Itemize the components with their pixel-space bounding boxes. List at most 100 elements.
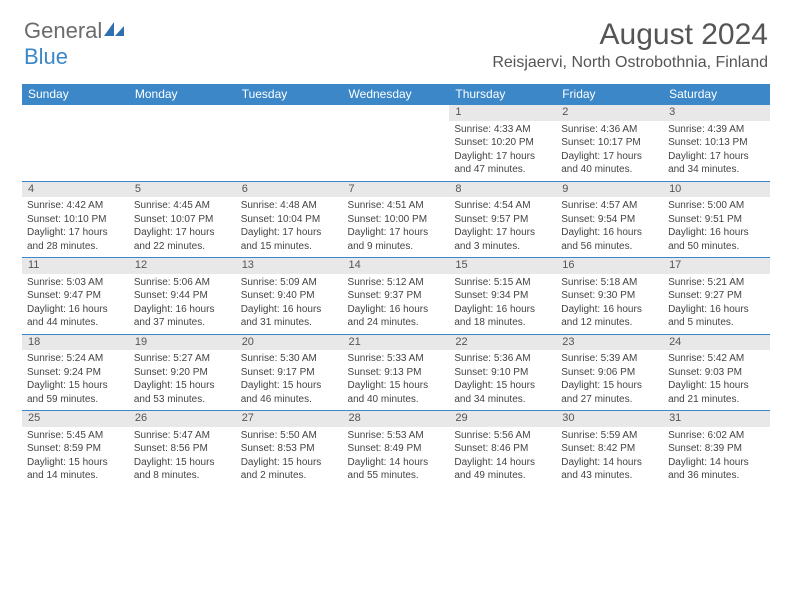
sunrise-line: Sunrise: 4:42 AM <box>27 199 124 213</box>
sunrise-line: Sunrise: 5:33 AM <box>348 352 445 366</box>
sunrise-line: Sunrise: 5:00 AM <box>668 199 765 213</box>
sunset-line: Sunset: 8:49 PM <box>348 442 445 456</box>
day-info-cell: Sunrise: 5:36 AMSunset: 9:10 PMDaylight:… <box>449 350 556 411</box>
day-info-cell: Sunrise: 4:51 AMSunset: 10:00 PMDaylight… <box>343 197 450 258</box>
daylight-line: Daylight: 16 hours and 56 minutes. <box>561 226 658 253</box>
day-info-row: Sunrise: 5:45 AMSunset: 8:59 PMDaylight:… <box>22 427 770 487</box>
day-header: Saturday <box>663 84 770 105</box>
sunrise-line: Sunrise: 5:56 AM <box>454 429 551 443</box>
sunrise-line: Sunrise: 5:21 AM <box>668 276 765 290</box>
day-number-cell: 11 <box>22 258 129 274</box>
sunset-line: Sunset: 9:37 PM <box>348 289 445 303</box>
day-info-cell: Sunrise: 5:27 AMSunset: 9:20 PMDaylight:… <box>129 350 236 411</box>
sunset-line: Sunset: 10:20 PM <box>454 136 551 150</box>
sunrise-line: Sunrise: 6:02 AM <box>668 429 765 443</box>
day-number-cell: 6 <box>236 181 343 197</box>
day-info-cell: Sunrise: 4:57 AMSunset: 9:54 PMDaylight:… <box>556 197 663 258</box>
day-number-cell: 7 <box>343 181 450 197</box>
day-number-cell: 13 <box>236 258 343 274</box>
day-info-cell: Sunrise: 5:18 AMSunset: 9:30 PMDaylight:… <box>556 274 663 335</box>
day-number-row: 123 <box>22 105 770 121</box>
title-block: August 2024 Reisjaervi, North Ostrobothn… <box>492 18 768 72</box>
day-number-cell: 22 <box>449 334 556 350</box>
sunset-line: Sunset: 9:10 PM <box>454 366 551 380</box>
day-number-cell: 9 <box>556 181 663 197</box>
day-info-row: Sunrise: 5:03 AMSunset: 9:47 PMDaylight:… <box>22 274 770 335</box>
day-info-row: Sunrise: 4:33 AMSunset: 10:20 PMDaylight… <box>22 121 770 182</box>
day-number-cell: 18 <box>22 334 129 350</box>
daylight-line: Daylight: 17 hours and 47 minutes. <box>454 150 551 177</box>
day-info-cell: Sunrise: 5:09 AMSunset: 9:40 PMDaylight:… <box>236 274 343 335</box>
day-info-cell: Sunrise: 4:45 AMSunset: 10:07 PMDaylight… <box>129 197 236 258</box>
day-number-cell: 19 <box>129 334 236 350</box>
sunset-line: Sunset: 9:54 PM <box>561 213 658 227</box>
day-number-cell: 23 <box>556 334 663 350</box>
sunrise-line: Sunrise: 5:24 AM <box>27 352 124 366</box>
sunset-line: Sunset: 8:56 PM <box>134 442 231 456</box>
sunset-line: Sunset: 8:53 PM <box>241 442 338 456</box>
sunrise-line: Sunrise: 5:50 AM <box>241 429 338 443</box>
day-number-cell: 3 <box>663 105 770 121</box>
daylight-line: Daylight: 15 hours and 34 minutes. <box>454 379 551 406</box>
day-header: Thursday <box>449 84 556 105</box>
day-number-row: 18192021222324 <box>22 334 770 350</box>
sunset-line: Sunset: 10:17 PM <box>561 136 658 150</box>
sunrise-line: Sunrise: 5:09 AM <box>241 276 338 290</box>
logo-word-2: Blue <box>24 44 68 69</box>
day-info-cell: Sunrise: 5:33 AMSunset: 9:13 PMDaylight:… <box>343 350 450 411</box>
daylight-line: Daylight: 15 hours and 14 minutes. <box>27 456 124 483</box>
day-info-cell: Sunrise: 5:00 AMSunset: 9:51 PMDaylight:… <box>663 197 770 258</box>
header: General Blue August 2024 Reisjaervi, Nor… <box>0 0 792 78</box>
daylight-line: Daylight: 16 hours and 50 minutes. <box>668 226 765 253</box>
day-number-cell: 25 <box>22 411 129 427</box>
day-number-cell: 31 <box>663 411 770 427</box>
day-number-cell: 21 <box>343 334 450 350</box>
day-info-cell: Sunrise: 4:39 AMSunset: 10:13 PMDaylight… <box>663 121 770 182</box>
sunrise-line: Sunrise: 4:51 AM <box>348 199 445 213</box>
day-number-cell: 20 <box>236 334 343 350</box>
daylight-line: Daylight: 15 hours and 53 minutes. <box>134 379 231 406</box>
day-number-cell: 27 <box>236 411 343 427</box>
day-number-cell: 17 <box>663 258 770 274</box>
daylight-line: Daylight: 16 hours and 18 minutes. <box>454 303 551 330</box>
day-number-cell: 2 <box>556 105 663 121</box>
day-info-cell: Sunrise: 5:50 AMSunset: 8:53 PMDaylight:… <box>236 427 343 487</box>
day-info-cell: Sunrise: 5:39 AMSunset: 9:06 PMDaylight:… <box>556 350 663 411</box>
sunset-line: Sunset: 8:46 PM <box>454 442 551 456</box>
day-info-cell: Sunrise: 4:54 AMSunset: 9:57 PMDaylight:… <box>449 197 556 258</box>
day-header: Monday <box>129 84 236 105</box>
day-info-cell <box>236 121 343 182</box>
daylight-line: Daylight: 14 hours and 49 minutes. <box>454 456 551 483</box>
day-info-row: Sunrise: 5:24 AMSunset: 9:24 PMDaylight:… <box>22 350 770 411</box>
sunset-line: Sunset: 9:03 PM <box>668 366 765 380</box>
sunrise-line: Sunrise: 5:06 AM <box>134 276 231 290</box>
day-info-cell: Sunrise: 5:30 AMSunset: 9:17 PMDaylight:… <box>236 350 343 411</box>
day-number-row: 25262728293031 <box>22 411 770 427</box>
day-number-cell: 29 <box>449 411 556 427</box>
sunset-line: Sunset: 10:04 PM <box>241 213 338 227</box>
daylight-line: Daylight: 15 hours and 8 minutes. <box>134 456 231 483</box>
day-number-cell: 30 <box>556 411 663 427</box>
day-info-cell: Sunrise: 4:33 AMSunset: 10:20 PMDaylight… <box>449 121 556 182</box>
location: Reisjaervi, North Ostrobothnia, Finland <box>492 54 768 72</box>
day-info-cell: Sunrise: 5:53 AMSunset: 8:49 PMDaylight:… <box>343 427 450 487</box>
sunset-line: Sunset: 10:10 PM <box>27 213 124 227</box>
logo: General Blue <box>24 18 126 70</box>
day-number-cell: 14 <box>343 258 450 274</box>
daylight-line: Daylight: 14 hours and 43 minutes. <box>561 456 658 483</box>
day-info-cell: Sunrise: 5:03 AMSunset: 9:47 PMDaylight:… <box>22 274 129 335</box>
sunrise-line: Sunrise: 5:12 AM <box>348 276 445 290</box>
sunset-line: Sunset: 9:57 PM <box>454 213 551 227</box>
sunset-line: Sunset: 9:20 PM <box>134 366 231 380</box>
sunset-line: Sunset: 9:30 PM <box>561 289 658 303</box>
sunrise-line: Sunrise: 5:15 AM <box>454 276 551 290</box>
day-number-cell: 10 <box>663 181 770 197</box>
daylight-line: Daylight: 16 hours and 37 minutes. <box>134 303 231 330</box>
day-number-row: 45678910 <box>22 181 770 197</box>
day-number-cell <box>129 105 236 121</box>
day-info-cell: Sunrise: 4:36 AMSunset: 10:17 PMDaylight… <box>556 121 663 182</box>
sunset-line: Sunset: 9:13 PM <box>348 366 445 380</box>
day-number-cell: 28 <box>343 411 450 427</box>
day-header: Tuesday <box>236 84 343 105</box>
sunset-line: Sunset: 9:40 PM <box>241 289 338 303</box>
